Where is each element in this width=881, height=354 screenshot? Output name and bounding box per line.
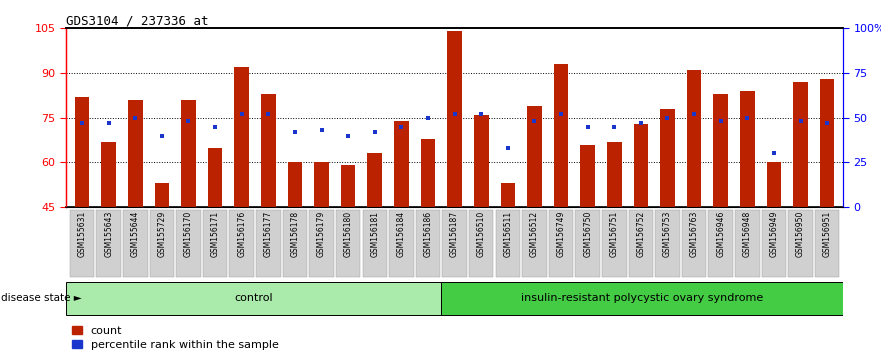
FancyBboxPatch shape bbox=[416, 210, 440, 277]
Bar bbox=[793, 82, 808, 207]
Text: disease state ►: disease state ► bbox=[1, 293, 82, 303]
Bar bbox=[554, 64, 568, 207]
FancyBboxPatch shape bbox=[70, 210, 94, 277]
Text: control: control bbox=[234, 292, 273, 303]
FancyBboxPatch shape bbox=[123, 210, 147, 277]
Text: GSM156763: GSM156763 bbox=[690, 211, 699, 257]
Bar bbox=[581, 144, 595, 207]
Bar bbox=[181, 100, 196, 207]
Text: GSM156751: GSM156751 bbox=[610, 211, 618, 257]
Bar bbox=[687, 70, 701, 207]
Bar bbox=[740, 91, 755, 207]
Text: GSM155643: GSM155643 bbox=[104, 211, 113, 257]
FancyBboxPatch shape bbox=[176, 210, 201, 277]
Bar bbox=[527, 106, 542, 207]
FancyBboxPatch shape bbox=[629, 210, 653, 277]
FancyBboxPatch shape bbox=[575, 210, 600, 277]
Text: GSM156753: GSM156753 bbox=[663, 211, 672, 257]
Bar bbox=[367, 154, 382, 207]
FancyBboxPatch shape bbox=[762, 210, 786, 277]
FancyBboxPatch shape bbox=[655, 210, 680, 277]
FancyBboxPatch shape bbox=[203, 210, 227, 277]
Text: GSM156184: GSM156184 bbox=[396, 211, 406, 257]
Text: GSM156180: GSM156180 bbox=[344, 211, 352, 257]
FancyBboxPatch shape bbox=[389, 210, 413, 277]
Bar bbox=[500, 183, 515, 207]
Text: GSM156181: GSM156181 bbox=[370, 211, 379, 257]
Text: GSM156750: GSM156750 bbox=[583, 211, 592, 257]
Text: GSM156170: GSM156170 bbox=[184, 211, 193, 257]
FancyBboxPatch shape bbox=[96, 210, 121, 277]
Bar bbox=[154, 183, 169, 207]
FancyBboxPatch shape bbox=[602, 210, 626, 277]
Bar bbox=[766, 162, 781, 207]
Text: GDS3104 / 237336_at: GDS3104 / 237336_at bbox=[66, 14, 209, 27]
FancyBboxPatch shape bbox=[283, 210, 307, 277]
Bar bbox=[820, 79, 834, 207]
Text: GSM155631: GSM155631 bbox=[78, 211, 86, 257]
Text: GSM156510: GSM156510 bbox=[477, 211, 485, 257]
Bar bbox=[287, 162, 302, 207]
Bar bbox=[128, 100, 143, 207]
Bar bbox=[394, 121, 409, 207]
Text: GSM156186: GSM156186 bbox=[424, 211, 433, 257]
Bar bbox=[208, 148, 222, 207]
FancyBboxPatch shape bbox=[66, 281, 441, 315]
FancyBboxPatch shape bbox=[309, 210, 334, 277]
Text: GSM156511: GSM156511 bbox=[503, 211, 513, 257]
Text: GSM156951: GSM156951 bbox=[823, 211, 832, 257]
FancyBboxPatch shape bbox=[815, 210, 840, 277]
Text: GSM155644: GSM155644 bbox=[130, 211, 140, 257]
FancyBboxPatch shape bbox=[150, 210, 174, 277]
FancyBboxPatch shape bbox=[469, 210, 493, 277]
FancyBboxPatch shape bbox=[441, 281, 843, 315]
FancyBboxPatch shape bbox=[229, 210, 254, 277]
Bar bbox=[341, 165, 355, 207]
Text: GSM156948: GSM156948 bbox=[743, 211, 751, 257]
Text: GSM156949: GSM156949 bbox=[769, 211, 779, 257]
Bar bbox=[607, 142, 622, 207]
FancyBboxPatch shape bbox=[362, 210, 387, 277]
FancyBboxPatch shape bbox=[788, 210, 813, 277]
Bar bbox=[660, 109, 675, 207]
Bar bbox=[633, 124, 648, 207]
Bar bbox=[101, 142, 116, 207]
Bar bbox=[234, 67, 249, 207]
FancyBboxPatch shape bbox=[442, 210, 467, 277]
Legend: count, percentile rank within the sample: count, percentile rank within the sample bbox=[71, 326, 278, 350]
Text: insulin-resistant polycystic ovary syndrome: insulin-resistant polycystic ovary syndr… bbox=[521, 292, 763, 303]
Text: GSM156752: GSM156752 bbox=[636, 211, 646, 257]
FancyBboxPatch shape bbox=[682, 210, 707, 277]
Text: GSM156512: GSM156512 bbox=[530, 211, 539, 257]
Text: GSM156176: GSM156176 bbox=[237, 211, 246, 257]
FancyBboxPatch shape bbox=[522, 210, 547, 277]
Bar bbox=[448, 31, 462, 207]
FancyBboxPatch shape bbox=[735, 210, 759, 277]
Bar bbox=[261, 94, 276, 207]
Text: GSM156749: GSM156749 bbox=[557, 211, 566, 257]
Text: GSM155729: GSM155729 bbox=[158, 211, 167, 257]
Text: GSM156946: GSM156946 bbox=[716, 211, 725, 257]
FancyBboxPatch shape bbox=[336, 210, 360, 277]
Text: GSM156179: GSM156179 bbox=[317, 211, 326, 257]
FancyBboxPatch shape bbox=[256, 210, 280, 277]
Bar bbox=[75, 97, 89, 207]
FancyBboxPatch shape bbox=[549, 210, 574, 277]
FancyBboxPatch shape bbox=[496, 210, 520, 277]
Text: GSM156187: GSM156187 bbox=[450, 211, 459, 257]
Text: GSM156178: GSM156178 bbox=[291, 211, 300, 257]
Bar bbox=[474, 115, 489, 207]
Text: GSM156950: GSM156950 bbox=[796, 211, 805, 257]
Bar bbox=[420, 138, 435, 207]
Text: GSM156171: GSM156171 bbox=[211, 211, 219, 257]
FancyBboxPatch shape bbox=[708, 210, 733, 277]
Text: GSM156177: GSM156177 bbox=[263, 211, 273, 257]
Bar bbox=[714, 94, 728, 207]
Bar bbox=[315, 162, 329, 207]
